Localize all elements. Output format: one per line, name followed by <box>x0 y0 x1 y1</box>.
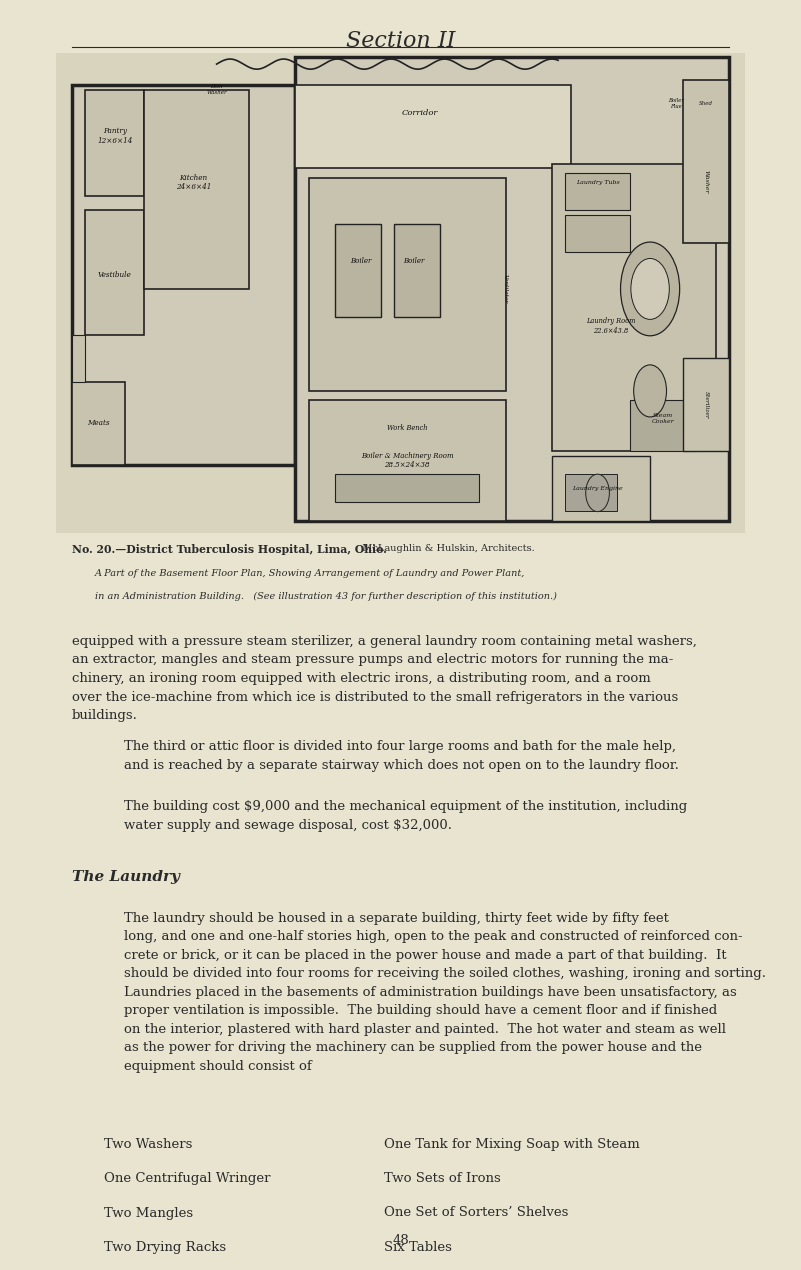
Text: Washer: Washer <box>703 170 708 194</box>
Text: A Part of the Basement Floor Plan, Showing Arrangement of Laundry and Power Plan: A Part of the Basement Floor Plan, Showi… <box>95 569 525 578</box>
Text: The Laundry: The Laundry <box>72 870 180 884</box>
Text: Two Drying Racks: Two Drying Racks <box>104 1241 226 1253</box>
Bar <box>552 456 650 521</box>
Text: Pantry
12×6×14: Pantry 12×6×14 <box>97 127 132 145</box>
Text: No. 20.—District Tuberculosis Hospital, Lima, Ohio.: No. 20.—District Tuberculosis Hospital, … <box>72 544 387 555</box>
Text: Vestibule: Vestibule <box>98 271 131 279</box>
Text: Laundry Room
22.6×43.8: Laundry Room 22.6×43.8 <box>586 318 635 334</box>
Text: Work Bench: Work Bench <box>387 424 427 432</box>
Text: Two Washers: Two Washers <box>104 1138 192 1151</box>
Text: Two Mangles: Two Mangles <box>104 1206 193 1219</box>
Text: The building cost $9,000 and the mechanical equipment of the institution, includ: The building cost $9,000 and the mechani… <box>124 800 687 832</box>
Text: Meats: Meats <box>87 419 110 427</box>
Bar <box>335 224 380 316</box>
Text: One Tank for Mixing Soap with Steam: One Tank for Mixing Soap with Steam <box>384 1138 640 1151</box>
Text: Boiler: Boiler <box>403 257 425 265</box>
Text: Boiler
Flue: Boiler Flue <box>668 98 684 109</box>
Text: Dish
Washer: Dish Washer <box>207 84 227 95</box>
Text: Boiler: Boiler <box>350 257 372 265</box>
Bar <box>72 335 85 381</box>
Bar <box>565 215 630 251</box>
Bar <box>85 210 144 335</box>
Bar <box>72 382 125 465</box>
Bar <box>144 90 249 290</box>
Circle shape <box>634 364 666 417</box>
Text: Kitchen
24×6×41: Kitchen 24×6×41 <box>176 174 211 190</box>
Circle shape <box>621 243 679 335</box>
Bar <box>296 85 571 169</box>
Text: The laundry should be housed in a separate building, thirty feet wide by fifty f: The laundry should be housed in a separa… <box>124 912 766 1073</box>
Text: Laundry Tubs: Laundry Tubs <box>576 180 619 185</box>
Text: Ventilator: Ventilator <box>503 274 508 304</box>
Text: Sterilizer: Sterilizer <box>703 391 708 419</box>
Text: One Centrifugal Wringer: One Centrifugal Wringer <box>104 1172 271 1185</box>
Text: One Set of Sorters’ Shelves: One Set of Sorters’ Shelves <box>384 1206 569 1219</box>
Bar <box>683 358 729 451</box>
Bar <box>85 90 144 197</box>
Text: Six Tables: Six Tables <box>384 1241 453 1253</box>
Text: Steam
Cooker: Steam Cooker <box>652 413 674 424</box>
Text: Two Sets of Irons: Two Sets of Irons <box>384 1172 501 1185</box>
Text: Shed: Shed <box>699 102 713 105</box>
Text: 48: 48 <box>392 1234 409 1247</box>
Bar <box>335 475 479 502</box>
Bar <box>552 164 716 451</box>
Text: McLaughlin & Hulskin, Architects.: McLaughlin & Hulskin, Architects. <box>356 544 535 552</box>
Bar <box>56 53 745 533</box>
Bar <box>308 400 505 521</box>
Bar <box>565 475 618 512</box>
Text: Laundry Engine: Laundry Engine <box>572 485 623 490</box>
Text: Boiler & Machinery Room
28.5×24×38: Boiler & Machinery Room 28.5×24×38 <box>360 452 453 469</box>
Text: Corridor: Corridor <box>402 109 438 117</box>
Bar <box>394 224 440 316</box>
Text: Section II: Section II <box>346 30 455 52</box>
Bar <box>296 57 729 521</box>
Bar <box>683 80 729 243</box>
Circle shape <box>631 259 670 319</box>
Bar <box>308 178 505 391</box>
Bar <box>72 85 296 465</box>
Circle shape <box>586 474 610 512</box>
Text: in an Administration Building.   (See illustration 43 for further description of: in an Administration Building. (See illu… <box>95 592 557 601</box>
Bar <box>630 400 696 451</box>
Text: The third or attic floor is divided into four large rooms and bath for the male : The third or attic floor is divided into… <box>124 740 679 772</box>
Text: equipped with a pressure steam sterilizer, a general laundry room containing met: equipped with a pressure steam sterilize… <box>72 635 697 723</box>
Bar <box>565 173 630 210</box>
